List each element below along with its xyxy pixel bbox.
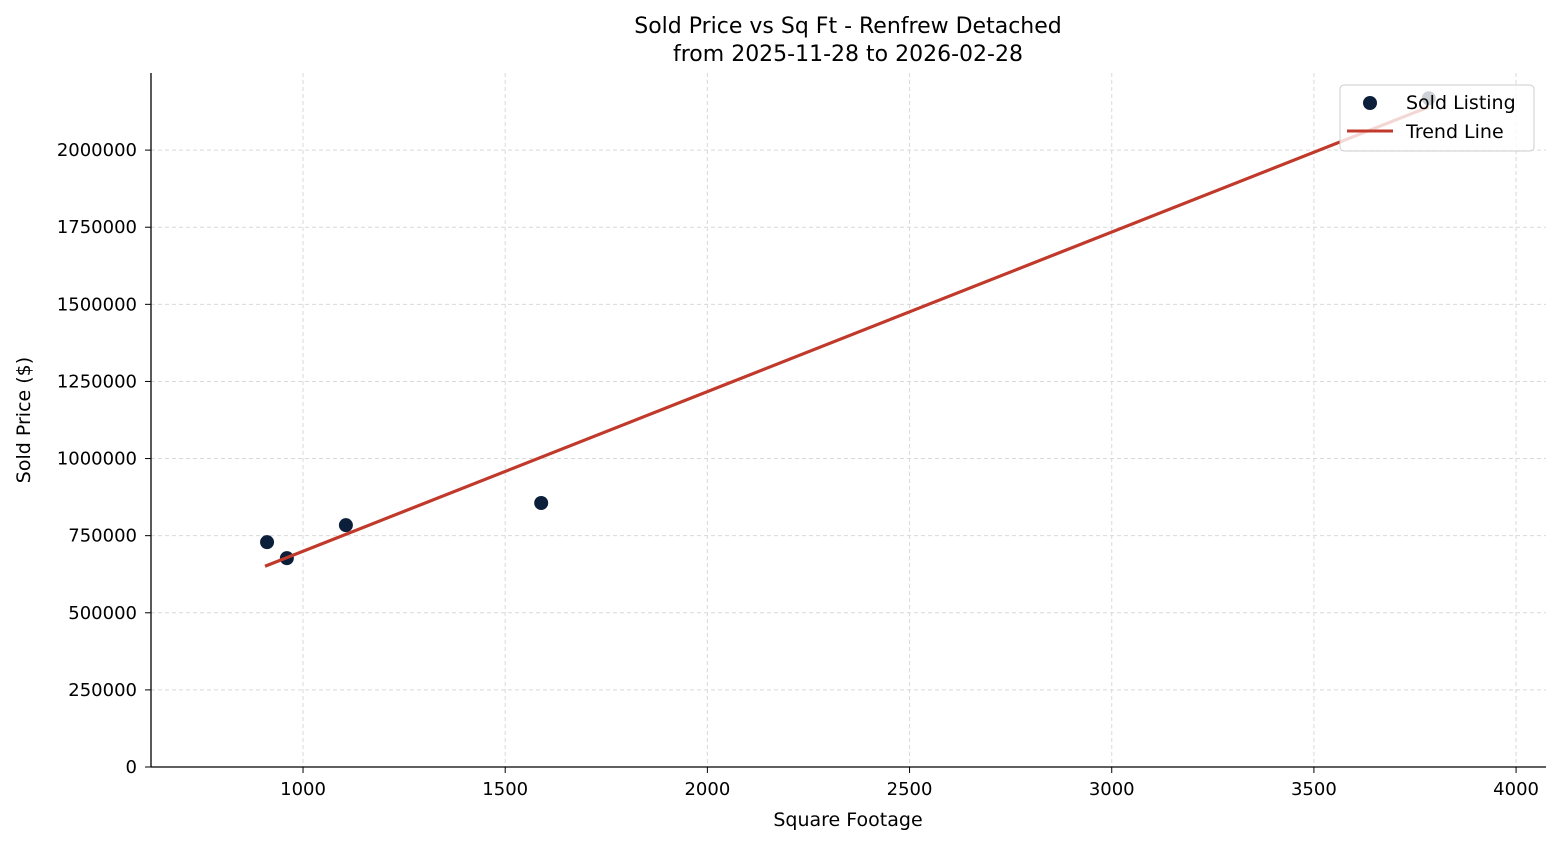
x-tick-label: 2000 bbox=[684, 779, 730, 800]
y-axis-label: Sold Price ($) bbox=[13, 357, 35, 483]
trend-line bbox=[264, 105, 1430, 568]
y-tick-label: 1250000 bbox=[57, 371, 137, 392]
y-tick-label: 500000 bbox=[68, 603, 137, 624]
y-tick-label: 2000000 bbox=[57, 140, 137, 161]
sold-listing-point bbox=[534, 495, 549, 510]
x-tick-label: 1000 bbox=[280, 779, 326, 800]
y-tick-label: 0 bbox=[126, 757, 137, 778]
y-tick-label: 1750000 bbox=[57, 217, 137, 238]
legend-label-trend-line: Trend Line bbox=[1405, 121, 1504, 143]
x-tick-label: 3500 bbox=[1291, 779, 1337, 800]
legend: Sold Listing Trend Line bbox=[1339, 84, 1535, 152]
x-tick-label: 3000 bbox=[1089, 779, 1135, 800]
legend-box bbox=[1339, 84, 1535, 152]
x-axis-label: Square Footage bbox=[773, 809, 922, 831]
x-tick-label: 2500 bbox=[887, 779, 933, 800]
legend-marker-sold-listing bbox=[1363, 96, 1377, 110]
y-tick-label: 1500000 bbox=[57, 294, 137, 315]
axis-ticks: 1000 1500 2000 2500 3000 3500 4000 0 250000 50000… bbox=[57, 140, 1539, 800]
y-tick-label: 1000000 bbox=[57, 449, 137, 470]
y-tick-label: 750000 bbox=[68, 526, 137, 547]
chart-title: Sold Price vs Sq Ft - Renfrew Detached bbox=[634, 14, 1062, 39]
y-tick-label: 250000 bbox=[68, 680, 137, 701]
sold-listing-point bbox=[338, 518, 353, 533]
data-marks bbox=[260, 91, 1436, 568]
sold-listing-point bbox=[260, 535, 275, 550]
x-tick-label: 1500 bbox=[482, 779, 528, 800]
legend-label-sold-listing: Sold Listing bbox=[1406, 92, 1516, 114]
x-tick-label: 4000 bbox=[1493, 779, 1539, 800]
chart-subtitle: from 2025-11-28 to 2026-02-28 bbox=[673, 42, 1023, 67]
grid-lines bbox=[151, 73, 1546, 767]
